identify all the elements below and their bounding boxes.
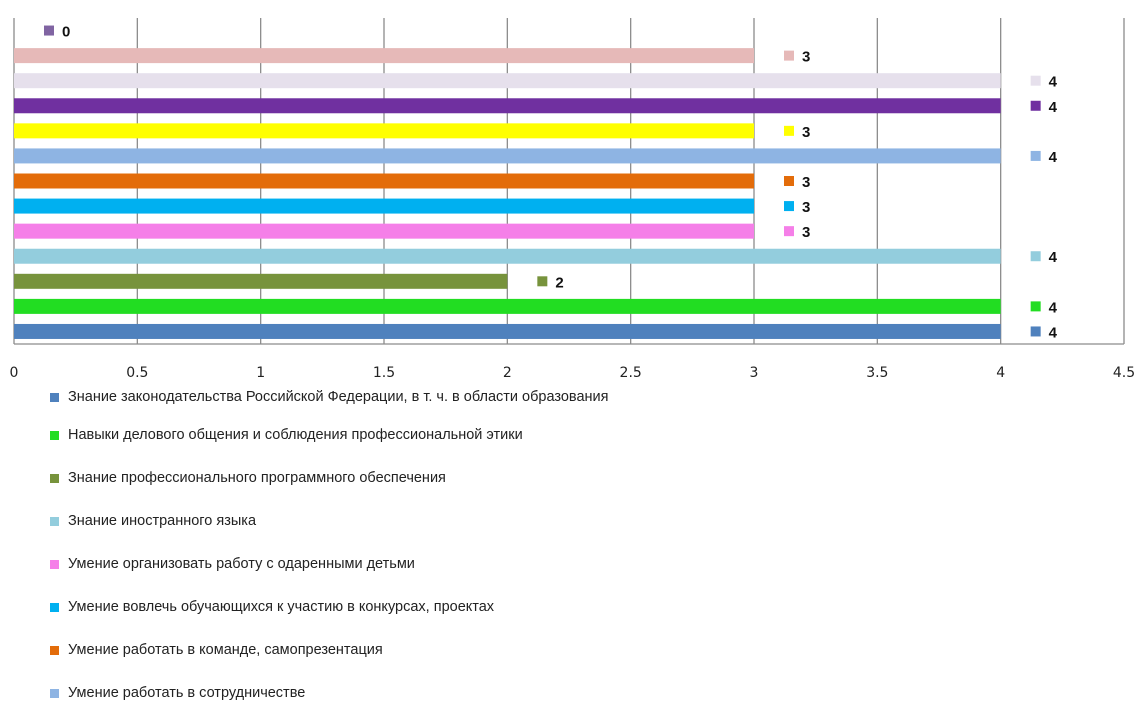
legend-item: Умение вовлечь обучающихся к участию в к…: [50, 599, 670, 615]
legend-item: Умение организовать работу с одаренными …: [50, 556, 670, 572]
bar: [14, 248, 1001, 264]
bar: [14, 98, 1001, 114]
legend-label: Умение организовать работу с одаренными …: [68, 556, 415, 572]
data-label-swatch: [784, 176, 794, 186]
legend-label: Навыки делового общения и соблюдения про…: [68, 427, 523, 443]
data-label-swatch: [784, 226, 794, 237]
legend-label: Умение работать в команде, самопрезентац…: [68, 642, 383, 658]
data-label-swatch: [1030, 326, 1041, 337]
data-label: 3: [802, 49, 810, 66]
legend-swatch: [50, 431, 59, 440]
bar: [14, 73, 1001, 89]
data-label: 4: [1049, 249, 1058, 266]
x-tick-label: 3: [750, 365, 759, 381]
legend-item: Знание законодательства Российской Федер…: [50, 389, 670, 405]
bar: [14, 123, 754, 139]
legend-swatch: [50, 474, 59, 483]
data-label-swatch: [784, 201, 794, 212]
data-label: 3: [802, 174, 810, 191]
data-label-swatch: [1030, 301, 1041, 312]
data-label: 4: [1049, 324, 1058, 341]
x-tick-label: 4: [996, 365, 1005, 381]
x-tick-label: 2.5: [620, 365, 642, 381]
legend-swatch: [50, 689, 59, 698]
x-tick-label: 0: [10, 365, 19, 381]
x-tick-label: 0.5: [126, 365, 148, 381]
legend-swatch: [50, 393, 59, 402]
x-tick-label: 1.5: [373, 365, 395, 381]
data-labels: 4 4 2 4 3 3 3 4 3 4 4 3 0: [44, 24, 1058, 341]
legend-label: Знание иностранного языка: [68, 513, 257, 529]
data-label: 4: [1049, 74, 1058, 91]
legend-item: Знание иностранного языка: [50, 513, 670, 529]
bar: [14, 173, 754, 189]
legend-item: Знание профессионального программного об…: [50, 470, 670, 486]
bar: [14, 273, 508, 289]
legend-swatch: [50, 603, 59, 612]
data-label: 2: [555, 274, 563, 291]
bar: [14, 323, 1001, 339]
x-tick-label: 4.5: [1113, 365, 1135, 381]
legend-swatch: [50, 646, 59, 655]
data-label: 4: [1049, 299, 1058, 316]
bar: [14, 48, 754, 64]
data-label-swatch: [44, 25, 54, 36]
bar: [14, 198, 754, 214]
data-label: 3: [802, 224, 810, 241]
data-label: 3: [802, 124, 810, 141]
data-label: 3: [802, 199, 810, 216]
x-axis-ticks: 0 0.5 1 1.5 2 2.5 3 3.5 4 4.5: [10, 365, 1136, 381]
bars: [14, 48, 1001, 339]
legend-item: Умение работать в сотрудничестве: [50, 685, 670, 701]
legend-label: Знание профессионального программного об…: [68, 470, 446, 486]
data-label-swatch: [1030, 251, 1041, 262]
legend-swatch: [50, 560, 59, 569]
bar: [14, 148, 1001, 164]
legend-swatch: [50, 517, 59, 526]
x-tick-label: 3.5: [866, 365, 888, 381]
x-tick-label: 2: [503, 365, 512, 381]
legend-label: Знание законодательства Российской Федер…: [68, 389, 609, 405]
bar: [14, 298, 1001, 314]
legend-item: Навыки делового общения и соблюдения про…: [50, 427, 670, 443]
data-label-swatch: [784, 50, 794, 61]
data-label: 4: [1049, 99, 1058, 116]
x-tick-label: 1: [256, 365, 265, 381]
data-label-swatch: [1030, 100, 1041, 111]
data-label: 4: [1049, 149, 1058, 166]
bar-chart: 4 4 2 4 3 3 3 4 3 4 4 3 0 0 0.5 1 1.5 2 2.5 3 3.5 4 4.5: [10, 18, 1136, 381]
legend-item: Умение работать в команде, самопрезентац…: [50, 642, 670, 658]
data-label-swatch: [1030, 75, 1041, 86]
data-label-swatch: [784, 125, 794, 136]
data-label-swatch: [537, 276, 548, 287]
legend-label: Умение вовлечь обучающихся к участию в к…: [68, 599, 495, 615]
data-label: 0: [62, 24, 70, 41]
legend-label: Умение работать в сотрудничестве: [68, 685, 306, 701]
bar: [14, 223, 754, 239]
data-label-swatch: [1030, 150, 1041, 161]
